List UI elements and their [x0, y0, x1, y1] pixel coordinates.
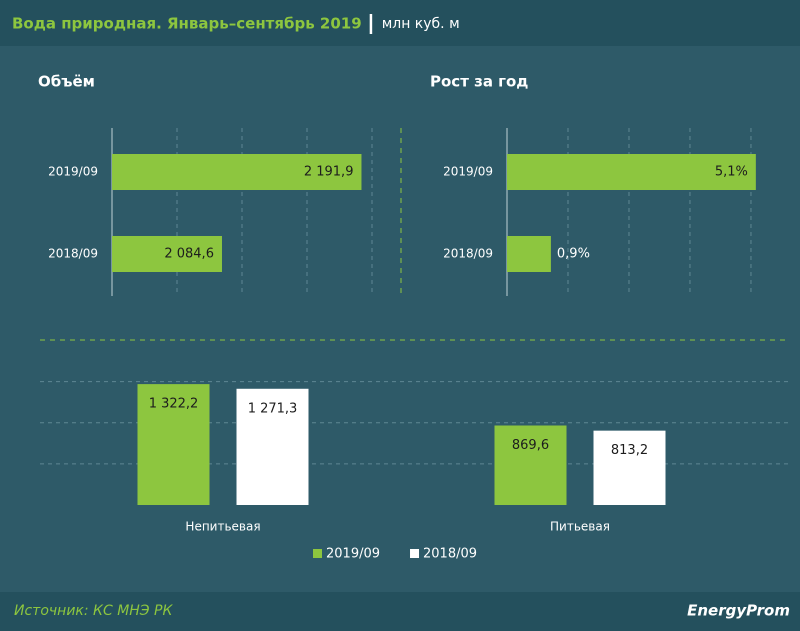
footer-band — [0, 592, 800, 631]
y-tick-label: 2019/09 — [443, 165, 493, 179]
y-tick-label: 2019/09 — [48, 165, 98, 179]
separator — [369, 14, 373, 34]
chart-title: Объём — [38, 73, 95, 91]
bar — [137, 384, 210, 505]
unit: млн куб. м — [382, 16, 460, 32]
bar — [507, 154, 756, 190]
legend-label: 2018/09 — [423, 547, 477, 562]
bar — [112, 236, 222, 272]
value-label: 2 084,6 — [164, 247, 214, 262]
value-label: 1 271,3 — [248, 401, 298, 416]
title: Вода природная. Январь–сентябрь 2019 — [12, 15, 362, 33]
value-label: 1 322,2 — [149, 397, 199, 412]
brand: EnergyProm — [687, 602, 790, 620]
header-band — [0, 0, 800, 46]
value-label: 813,2 — [611, 443, 648, 458]
legend-swatch — [313, 549, 322, 558]
value-label: 0,9% — [557, 247, 590, 262]
bar — [593, 430, 666, 505]
bar — [507, 236, 551, 272]
y-tick-label: 2018/09 — [443, 247, 493, 261]
bar — [494, 425, 567, 505]
legend-swatch — [410, 549, 420, 558]
legend-label: 2019/09 — [326, 547, 380, 562]
bar — [236, 388, 309, 505]
value-label: 5,1% — [715, 165, 748, 180]
x-tick-label: Непитьевая — [185, 520, 260, 534]
value-label: 2 191,9 — [304, 165, 354, 180]
y-tick-label: 2018/09 — [48, 247, 98, 261]
chart-title: Рост за год — [430, 73, 528, 91]
x-tick-label: Питьевая — [550, 520, 610, 534]
source: Источник: КС МНЭ РК — [14, 603, 173, 619]
value-label: 869,6 — [512, 438, 549, 453]
bar — [112, 154, 362, 190]
